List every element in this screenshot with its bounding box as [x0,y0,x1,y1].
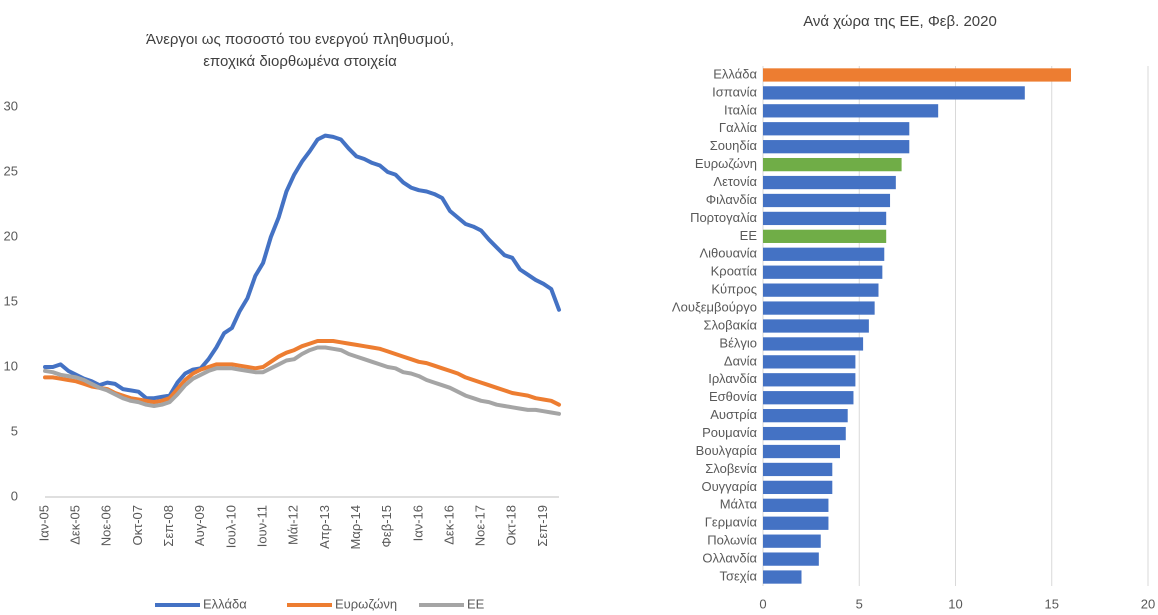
y-tick-label: Εσθονία [709,389,758,404]
y-tick-label: 30 [4,98,18,113]
y-tick-label: 15 [4,293,18,308]
bar [763,104,939,118]
x-tick-label: 0 [759,596,766,611]
bar [763,122,910,136]
bar [763,319,869,333]
y-tick-label: Λουξεμβούργο [672,300,757,315]
bar [763,462,833,477]
y-tick-label: 10 [4,358,18,373]
y-tick-label: Ρουμανία [702,425,757,440]
bar [763,498,829,512]
x-tick-label: Φεβ-15 [379,505,394,547]
x-tick-label: Σεπ-08 [161,505,176,547]
bar [763,265,883,279]
y-tick-label: Ιρλανδία [708,371,757,386]
bar [763,247,885,261]
bar [763,391,854,405]
x-tick-label: Ιαν-16 [410,505,425,541]
x-tick-label: Οκτ-07 [130,505,145,546]
y-tick-label: 5 [11,423,18,438]
bar [763,193,891,208]
x-tick-label: Ιουν-11 [254,505,269,547]
series-line [43,345,561,416]
bar [763,373,856,387]
legend-label: Ελλάδα [203,596,247,611]
x-tick-label: Μαρ-14 [348,505,363,550]
y-tick-label: Φιλανδία [706,192,758,207]
bar [763,157,902,172]
x-tick-label: Σεπ-19 [535,505,550,547]
x-tick-label: 5 [856,596,863,611]
series-line [43,133,561,401]
bar [763,534,821,548]
x-tick-label: Ιουλ-10 [223,505,238,548]
y-tick-label: Σλοβακία [704,317,758,332]
y-tick-label: 20 [4,228,18,243]
y-tick-label: Αυστρία [710,407,757,422]
x-tick-label: Δεκ-16 [441,505,456,545]
bar [763,68,1071,82]
x-tick-label: Μάι-12 [286,505,301,545]
bar [763,480,833,495]
y-tick-label: 25 [4,163,18,178]
bar [763,409,848,423]
chart-title: Ανά χώρα της ΕΕ, Φεβ. 2020 [803,13,997,30]
bar [763,552,819,566]
y-tick-label: Ολλανδία [702,551,757,566]
y-tick-label: Λιθουανία [699,246,757,261]
x-tick-label: 20 [1141,596,1155,611]
y-tick-label: Κροατία [711,264,758,279]
y-tick-label: Γαλλία [719,120,758,135]
bar [763,337,864,351]
x-tick-label: Δεκ-05 [68,505,83,545]
bar [763,175,896,190]
y-tick-label: Σλοβενία [705,461,757,476]
y-tick-label: Τσεχία [719,568,757,583]
y-tick-label: Πολωνία [707,533,757,548]
x-tick-label: Οκτ-18 [504,505,519,546]
bar [763,86,1025,100]
bar [763,426,846,441]
bar [763,301,875,315]
series-line [43,339,561,407]
x-tick-label: Απρ-13 [317,505,332,549]
chart-title: Άνεργοι ως ποσοστό του ενεργού πληθυσμού… [146,31,454,48]
y-tick-label: Βέλγιο [719,335,757,350]
bar [763,355,856,369]
y-tick-label: Λετονία [713,174,757,189]
bar [763,283,879,297]
y-tick-label: 0 [11,488,18,503]
y-tick-label: ΕΕ [740,228,758,243]
y-tick-label: Κύπρος [711,282,757,297]
y-tick-label: Ιταλία [724,102,757,117]
bar [763,229,887,243]
bar [763,140,910,154]
x-tick-label: Νοε-17 [473,505,488,546]
x-tick-label: 15 [1045,596,1059,611]
bar [763,211,887,226]
bar [763,516,829,530]
y-tick-label: Γερμανία [705,515,758,530]
x-tick-label: Ιαν-05 [36,505,51,541]
y-tick-label: Ισπανία [712,84,757,99]
y-tick-label: Ελλάδα [713,66,757,81]
y-tick-label: Μάλτα [720,497,758,512]
legend-label: ΕΕ [467,596,485,611]
x-tick-label: Αυγ-09 [192,505,207,546]
y-tick-label: Δανία [724,353,758,368]
y-tick-label: Βουλγαρία [696,443,758,458]
y-tick-label: Ευρωζώνη [695,156,757,171]
legend-label: Ευρωζώνη [335,596,397,611]
bar [763,444,840,459]
y-tick-label: Ουγγαρία [701,479,757,494]
chart-title: εποχικά διορθωμένα στοιχεία [203,53,397,70]
bar [763,570,802,584]
y-tick-label: Σουηδία [710,138,758,153]
x-tick-label: 10 [948,596,962,611]
x-tick-label: Νοε-06 [99,505,114,546]
y-tick-label: Πορτογαλία [690,210,757,225]
